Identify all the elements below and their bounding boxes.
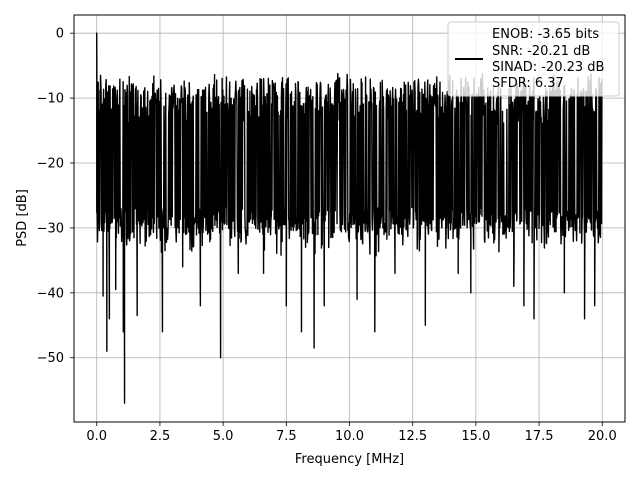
x-tick-label: 2.5	[150, 429, 171, 444]
y-axis-label: PSD [dB]	[15, 189, 30, 247]
y-tick-label: 0	[56, 27, 64, 42]
x-axis: 0.0 2.5 5.0 7.5 10.0 12.5 15.0 17.5 20.0	[86, 422, 617, 444]
y-tick-label: −10	[37, 92, 64, 107]
legend-box	[447, 21, 620, 97]
y-tick-label: −50	[37, 351, 64, 366]
x-axis-label: Frequency [MHz]	[295, 452, 404, 467]
x-tick-label: 5.0	[213, 429, 234, 444]
y-tick-label: −30	[37, 221, 64, 236]
legend-entry-enob: ENOB: -3.65 bits	[492, 27, 599, 42]
x-tick-label: 0.0	[86, 429, 107, 444]
x-tick-label: 17.5	[525, 429, 554, 444]
x-tick-label: 15.0	[461, 429, 490, 444]
x-tick-label: 12.5	[398, 429, 427, 444]
psd-trace-group	[96, 32, 603, 404]
y-tick-label: −40	[37, 286, 64, 301]
legend: ENOB: -3.65 bits SNR: -20.21 dB SINAD: -…	[447, 21, 620, 97]
legend-entry-sfdr: SFDR: 6.37	[492, 76, 564, 91]
legend-entry-sinad: SINAD: -20.23 dB	[492, 60, 604, 75]
x-tick-label: 7.5	[276, 429, 297, 444]
y-tick-label: −20	[37, 157, 64, 172]
psd-trace	[96, 32, 603, 404]
x-tick-label: 20.0	[588, 429, 617, 444]
x-tick-label: 10.0	[335, 429, 364, 444]
legend-entry-snr: SNR: -20.21 dB	[492, 44, 590, 59]
y-axis: 0 −10 −20 −30 −40 −50	[37, 27, 74, 366]
